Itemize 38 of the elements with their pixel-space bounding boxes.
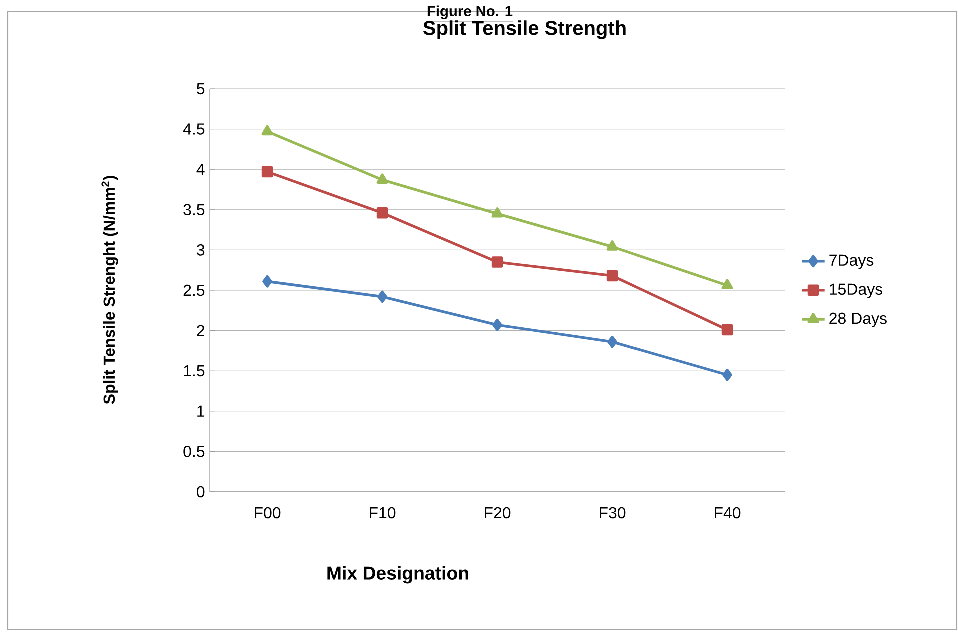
- point: [606, 240, 618, 251]
- x-tick-label: F20: [485, 507, 511, 519]
- legend-label: 28 Days: [830, 312, 887, 328]
- y-tick-label: 0.5: [184, 446, 205, 458]
- x-tick-label: F30: [600, 507, 626, 519]
- y-tick-label: 3: [197, 244, 205, 256]
- point: [722, 368, 732, 382]
- y-tick-label: 1: [198, 406, 205, 417]
- point: [262, 166, 274, 178]
- y-tick-label: 0: [197, 486, 205, 498]
- point: [376, 174, 388, 184]
- point: [492, 319, 502, 332]
- point: [492, 256, 504, 268]
- y-tick-label: 3.5: [184, 204, 205, 216]
- x-axis-title: Mix Designation: [328, 566, 468, 584]
- point: [378, 290, 388, 304]
- point: [262, 125, 274, 136]
- point: [492, 208, 504, 218]
- y-tick-label: 1.5: [184, 366, 205, 377]
- point: [606, 270, 618, 282]
- point: [376, 208, 388, 219]
- x-tick-label: F10: [370, 507, 396, 519]
- y-tick-label: 4.5: [183, 124, 205, 135]
- y-tick-label: 4: [196, 164, 205, 176]
- y-axis-title: Split Tensile Strenght (N/mm$^{2}$): [102, 176, 118, 404]
- point: [262, 275, 272, 288]
- legend-label: 7Days: [830, 254, 874, 270]
- chart-title: Split Tensile Strength: [424, 20, 626, 40]
- point: [722, 324, 734, 336]
- legend-label: 15Days: [830, 284, 883, 298]
- text: Figure No. 1: [428, 6, 513, 20]
- point: [608, 336, 618, 348]
- y-tick-label: 2.5: [184, 284, 205, 296]
- y-tick-label: 5: [197, 83, 205, 95]
- x-tick-label: F40: [715, 507, 741, 519]
- point: [722, 279, 734, 290]
- y-tick-label: 2: [197, 325, 204, 336]
- x-tick-label: F00: [255, 507, 281, 519]
